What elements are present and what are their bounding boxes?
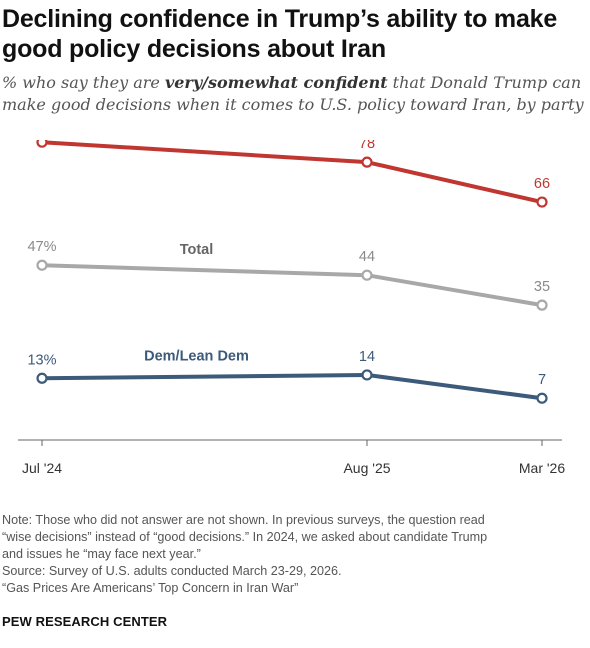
data-label: 13%	[27, 352, 56, 368]
x-tick-label: Aug '25	[343, 460, 390, 476]
data-label: 44	[359, 249, 375, 265]
data-point	[536, 196, 548, 208]
source-line: Source: Survey of U.S. adults conducted …	[2, 564, 342, 578]
data-label: 47%	[27, 239, 56, 255]
chart-subtitle: % who say they are very/somewhat confide…	[2, 72, 588, 116]
series-line	[40, 263, 544, 308]
note-line: and issues he “may face next year.”	[2, 547, 201, 561]
subtitle-emphasis: very/somewhat confident	[164, 73, 388, 92]
x-tick-label: Jul '24	[22, 460, 62, 476]
pew-research-center-logo: PEW RESEARCH CENTER	[2, 614, 168, 629]
x-tick-label: Mar '26	[519, 460, 565, 476]
data-label: 14	[359, 349, 375, 365]
data-point	[36, 140, 48, 148]
subtitle-post: that Donald Trump can make good decision…	[2, 73, 584, 114]
data-point	[36, 372, 48, 384]
note-line: Note: Those who did not answer are not s…	[2, 513, 485, 527]
series-line	[40, 140, 544, 205]
report-title-line: “Gas Prices Are Americans’ Top Concern i…	[2, 581, 299, 595]
data-point	[536, 392, 548, 404]
data-label: 35	[534, 279, 550, 295]
chart-notes: Note: Those who did not answer are not s…	[2, 512, 588, 597]
series-name-label: Dem/Lean Dem	[144, 349, 249, 365]
data-point	[536, 299, 548, 311]
data-label: 7	[538, 372, 546, 388]
data-point	[361, 269, 373, 281]
chart-title: Declining confidence in Trump’s ability …	[2, 5, 558, 63]
series-line	[40, 372, 544, 401]
data-point	[361, 156, 373, 168]
data-point	[361, 369, 373, 381]
note-line: “wise decisions” instead of “good decisi…	[2, 530, 488, 544]
subtitle-pre: % who say they are	[2, 73, 165, 92]
data-label: 66	[534, 176, 550, 192]
data-label: 78	[359, 140, 375, 152]
series-name-label: Total	[180, 242, 214, 258]
data-point	[36, 259, 48, 271]
